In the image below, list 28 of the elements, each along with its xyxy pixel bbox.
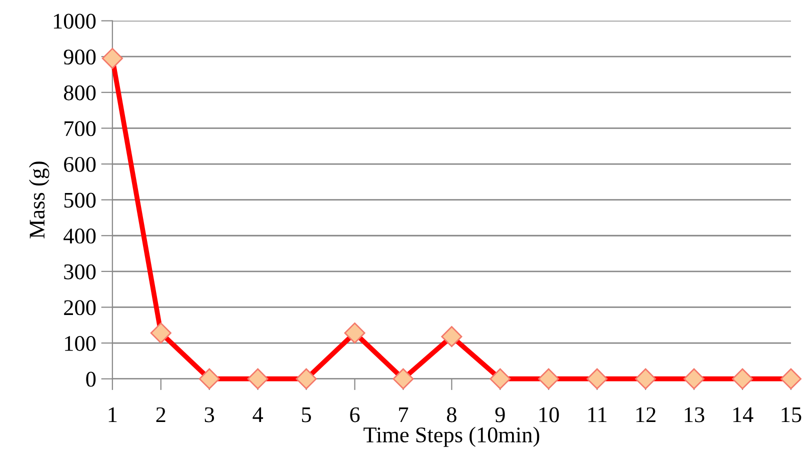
- y-tick-label: 400: [64, 228, 96, 244]
- x-tick-label: 11: [588, 407, 606, 422]
- y-tick-label: 200: [64, 300, 96, 316]
- x-tick-label: 9: [495, 407, 505, 422]
- x-tick-label: 1: [108, 407, 117, 422]
- x-tick-label: 8: [446, 407, 456, 422]
- x-tick-label: 14: [733, 407, 754, 422]
- x-tick-label: 12: [636, 407, 656, 422]
- y-axis-title: Mass (g): [29, 162, 50, 238]
- y-tick-label: 700: [64, 121, 96, 136]
- x-tick-label: 15: [782, 407, 802, 422]
- y-tick-label: 1000: [54, 14, 96, 29]
- x-tick-label: 13: [684, 407, 704, 422]
- x-tick-label: 7: [399, 407, 408, 422]
- x-tick-label: 3: [204, 407, 214, 422]
- y-tick-label: 100: [65, 336, 96, 351]
- x-tick-label: 5: [302, 407, 311, 422]
- y-tick-label: 800: [64, 85, 96, 100]
- y-tick-label: 600: [64, 156, 96, 172]
- y-tick-label: 500: [64, 192, 96, 208]
- x-tick-label: 6: [350, 407, 360, 422]
- y-tick-label: 0: [86, 372, 96, 387]
- x-tick-label: 10: [539, 407, 559, 422]
- x-tick-label: 4: [252, 407, 264, 422]
- x-axis-title: Time Steps (10min): [364, 426, 540, 447]
- y-tick-label: 300: [64, 264, 96, 280]
- x-tick-label: 2: [156, 407, 166, 422]
- y-tick-label: 900: [64, 50, 96, 65]
